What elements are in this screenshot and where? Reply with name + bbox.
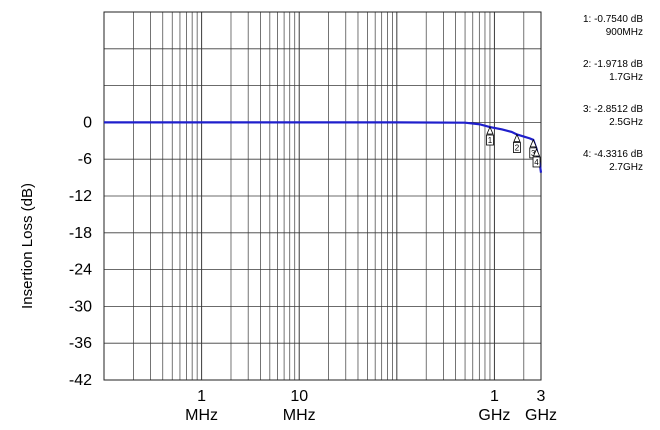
marker-readout-db: 2: -1.9718 dB xyxy=(583,59,643,70)
marker-box xyxy=(513,142,521,153)
marker-box xyxy=(486,134,494,146)
x-tick-unit: GHz xyxy=(525,407,557,424)
series-line xyxy=(104,121,543,173)
y-tick-label: -30 xyxy=(69,298,92,315)
marker-readout-db: 3: -2.8512 dB xyxy=(583,104,643,115)
marker-id: 3 xyxy=(531,149,536,158)
y-tick-label: -24 xyxy=(69,262,92,279)
marker-triangle xyxy=(532,147,541,157)
plot-border xyxy=(103,11,542,381)
x-tick-value: 10 xyxy=(290,388,308,405)
marker-readout-4: 4: -4.3316 dB 2.7GHz xyxy=(583,149,643,173)
y-tick-label: -42 xyxy=(69,372,92,389)
y-tick-label: -6 xyxy=(78,151,92,168)
marker-2: 2 xyxy=(513,133,521,153)
x-tick-unit: MHz xyxy=(185,407,218,424)
marker-readout-2: 2: -1.9718 dB 1.7GHz xyxy=(583,59,643,83)
x-tick-unit: MHz xyxy=(283,407,316,424)
marker-id: 4 xyxy=(534,158,539,167)
marker-labels: 1: -0.7540 dB 900MHz 2: -1.9718 dB 1.7GHz 3:… xyxy=(583,14,643,173)
y-tick-label: -12 xyxy=(69,188,92,205)
marker-id: 1 xyxy=(488,136,493,145)
markers: 1 2 34 xyxy=(486,126,541,168)
marker-4: 4 xyxy=(532,147,541,168)
marker-box xyxy=(532,156,541,168)
marker-readout-freq: 2.7GHz xyxy=(609,162,643,173)
series xyxy=(104,121,543,173)
marker-readout-db: 4: -4.3316 dB xyxy=(583,149,643,160)
marker-readout-db: 1: -0.7540 dB xyxy=(583,14,643,25)
y-tick-label: -18 xyxy=(69,225,92,242)
marker-triangle xyxy=(529,138,537,148)
y-tick-label: 0 xyxy=(83,114,92,131)
marker-readout-freq: 1.7GHz xyxy=(609,72,643,83)
x-tick-value: 1 xyxy=(197,388,206,405)
marker-id: 2 xyxy=(515,143,520,152)
marker-readout-freq: 900MHz xyxy=(606,27,643,38)
x-tick-unit: GHz xyxy=(478,407,510,424)
y-axis-label: Insertion Loss (dB) xyxy=(19,183,36,309)
marker-triangle xyxy=(486,126,494,135)
y-tick-labels: 0 -6 -12 -18 -24 -30 -36 -42 xyxy=(69,114,92,389)
plot-frame xyxy=(103,11,542,381)
grid xyxy=(104,11,542,381)
marker-readout-freq: 2.5GHz xyxy=(609,117,643,128)
x-tick-value: 1 xyxy=(490,388,499,405)
x-tick-value: 3 xyxy=(537,388,546,405)
marker-readout-3: 3: -2.8512 dB 2.5GHz xyxy=(583,104,643,128)
marker-readout-1: 1: -0.7540 dB 900MHz xyxy=(583,14,643,38)
marker-triangle xyxy=(513,133,521,142)
x-tick-labels: 1 MHz 10 MHz 1 GHz 3 GHz xyxy=(185,388,557,424)
y-tick-label: -36 xyxy=(69,335,92,352)
marker-1: 1 xyxy=(486,126,494,146)
